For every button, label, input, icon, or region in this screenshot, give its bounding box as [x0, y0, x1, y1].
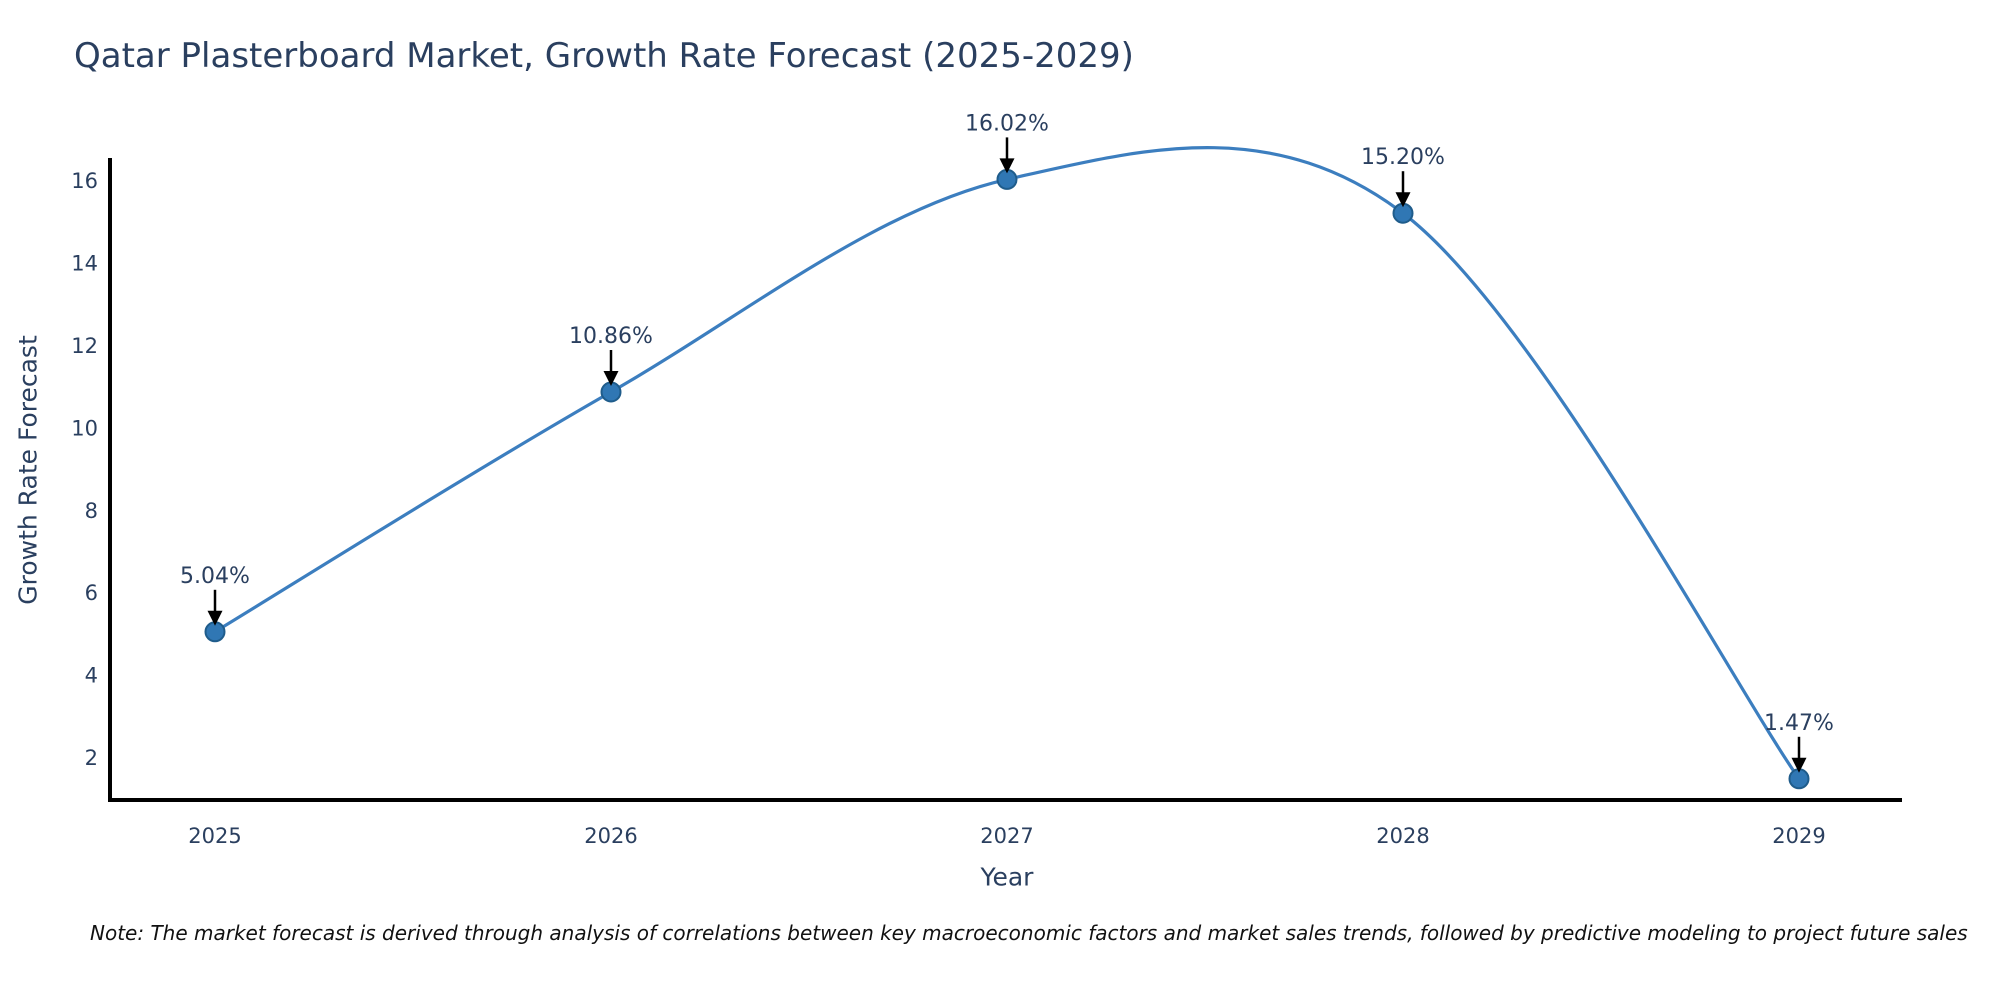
point-annotation-label: 15.20% — [1361, 145, 1445, 170]
y-tick-label: 8 — [85, 499, 98, 523]
point-annotation-label: 1.47% — [1764, 711, 1834, 736]
x-tick-label: 2025 — [188, 824, 241, 848]
point-annotation-label: 5.04% — [180, 564, 250, 589]
chart-title: Qatar Plasterboard Market, Growth Rate F… — [74, 36, 1134, 76]
x-tick-label: 2029 — [1772, 824, 1825, 848]
y-tick-label: 16 — [71, 169, 98, 193]
annotation-arrowhead — [207, 610, 223, 626]
y-axis-title: Growth Rate Forecast — [13, 335, 43, 605]
x-tick-label: 2027 — [980, 824, 1033, 848]
x-tick-label: 2028 — [1376, 824, 1429, 848]
annotation-arrowhead — [999, 158, 1015, 174]
y-tick-label: 2 — [85, 746, 98, 770]
x-tick-label: 2026 — [584, 824, 637, 848]
y-tick-label: 4 — [85, 664, 98, 688]
forecast-line-series — [213, 146, 1801, 781]
y-tick-label: 10 — [71, 416, 98, 440]
point-annotation-label: 16.02% — [965, 111, 1049, 136]
annotation-arrowhead — [603, 371, 619, 386]
point-annotation-label: 10.86% — [569, 324, 653, 349]
y-tick-label: 6 — [85, 581, 98, 605]
y-tick-label: 14 — [71, 252, 98, 276]
point-annotations: 5.04% 10.86% 16.02% 15.20% 1.47% — [180, 111, 1834, 773]
chart-note: Note: The market forecast is derived thr… — [90, 921, 1968, 945]
y-tick-label: 12 — [71, 334, 98, 358]
forecast-line-path — [213, 146, 1801, 781]
annotation-arrowhead — [1395, 192, 1411, 208]
x-axis-title: Year — [980, 862, 1034, 892]
data-point-markers — [204, 168, 1810, 790]
annotation-arrowhead — [1791, 757, 1807, 773]
y-axis-tick-labels: 2 4 6 8 10 12 14 16 — [71, 169, 98, 770]
x-axis-tick-labels: 2025 2026 2027 2028 2029 — [188, 824, 1825, 848]
